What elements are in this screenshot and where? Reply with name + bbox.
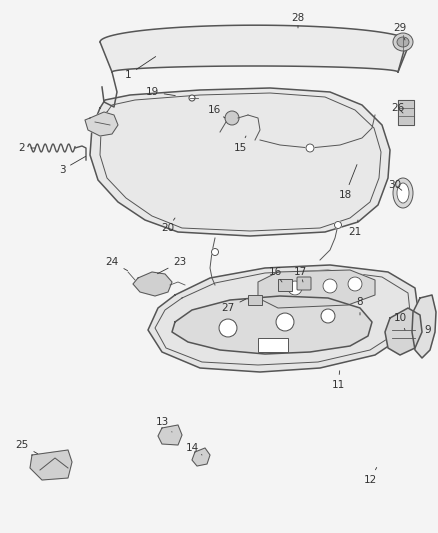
Text: 20: 20: [162, 218, 175, 233]
Text: 2: 2: [19, 143, 35, 153]
Text: 10: 10: [393, 313, 406, 330]
Text: 3: 3: [59, 156, 85, 175]
Circle shape: [288, 281, 302, 295]
Circle shape: [306, 144, 314, 152]
Polygon shape: [385, 308, 422, 355]
Ellipse shape: [189, 95, 195, 101]
Text: 27: 27: [221, 299, 246, 313]
Bar: [248, 295, 262, 305]
Text: 17: 17: [293, 267, 307, 282]
Text: 26: 26: [392, 103, 405, 113]
Circle shape: [323, 279, 337, 293]
Circle shape: [276, 313, 294, 331]
Text: 12: 12: [364, 467, 377, 485]
Text: 28: 28: [291, 13, 304, 28]
Ellipse shape: [397, 37, 409, 47]
Polygon shape: [30, 450, 72, 480]
Bar: [278, 279, 292, 291]
Polygon shape: [192, 448, 210, 466]
Text: 16: 16: [268, 267, 282, 282]
FancyBboxPatch shape: [297, 277, 311, 290]
Polygon shape: [412, 295, 436, 358]
Polygon shape: [258, 270, 375, 308]
Polygon shape: [158, 425, 182, 445]
Text: 13: 13: [155, 417, 172, 432]
Text: 14: 14: [185, 443, 202, 455]
Ellipse shape: [393, 33, 413, 51]
Text: 9: 9: [425, 325, 431, 335]
Polygon shape: [148, 265, 418, 372]
Circle shape: [335, 222, 342, 229]
Text: 19: 19: [145, 87, 175, 97]
Text: 21: 21: [348, 220, 362, 237]
Polygon shape: [100, 25, 410, 72]
Text: 30: 30: [389, 180, 402, 190]
Text: 23: 23: [158, 257, 187, 274]
Text: 24: 24: [106, 257, 127, 271]
Ellipse shape: [397, 183, 409, 203]
Text: 15: 15: [233, 136, 247, 153]
Circle shape: [348, 277, 362, 291]
Text: 18: 18: [339, 165, 357, 200]
Text: 29: 29: [393, 23, 406, 40]
Polygon shape: [133, 272, 172, 296]
Ellipse shape: [225, 111, 239, 125]
Polygon shape: [90, 88, 390, 236]
Text: 8: 8: [357, 297, 363, 315]
Text: 11: 11: [332, 371, 345, 390]
Circle shape: [219, 319, 237, 337]
Bar: [258, 338, 288, 352]
Polygon shape: [398, 100, 414, 125]
Ellipse shape: [393, 178, 413, 208]
Text: 25: 25: [15, 440, 38, 454]
Circle shape: [321, 309, 335, 323]
Circle shape: [212, 248, 219, 255]
Text: 1: 1: [125, 56, 155, 80]
Text: 16: 16: [207, 105, 225, 118]
Polygon shape: [172, 296, 372, 354]
Polygon shape: [85, 112, 118, 136]
